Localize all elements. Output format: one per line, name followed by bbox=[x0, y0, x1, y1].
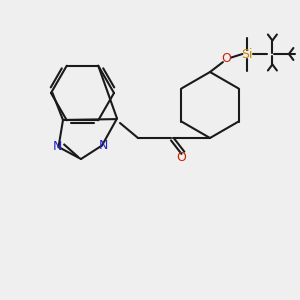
Text: N: N bbox=[99, 139, 108, 152]
Text: N: N bbox=[52, 140, 62, 154]
Text: Si: Si bbox=[241, 47, 253, 61]
Text: O: O bbox=[177, 151, 186, 164]
Text: O: O bbox=[222, 52, 231, 65]
